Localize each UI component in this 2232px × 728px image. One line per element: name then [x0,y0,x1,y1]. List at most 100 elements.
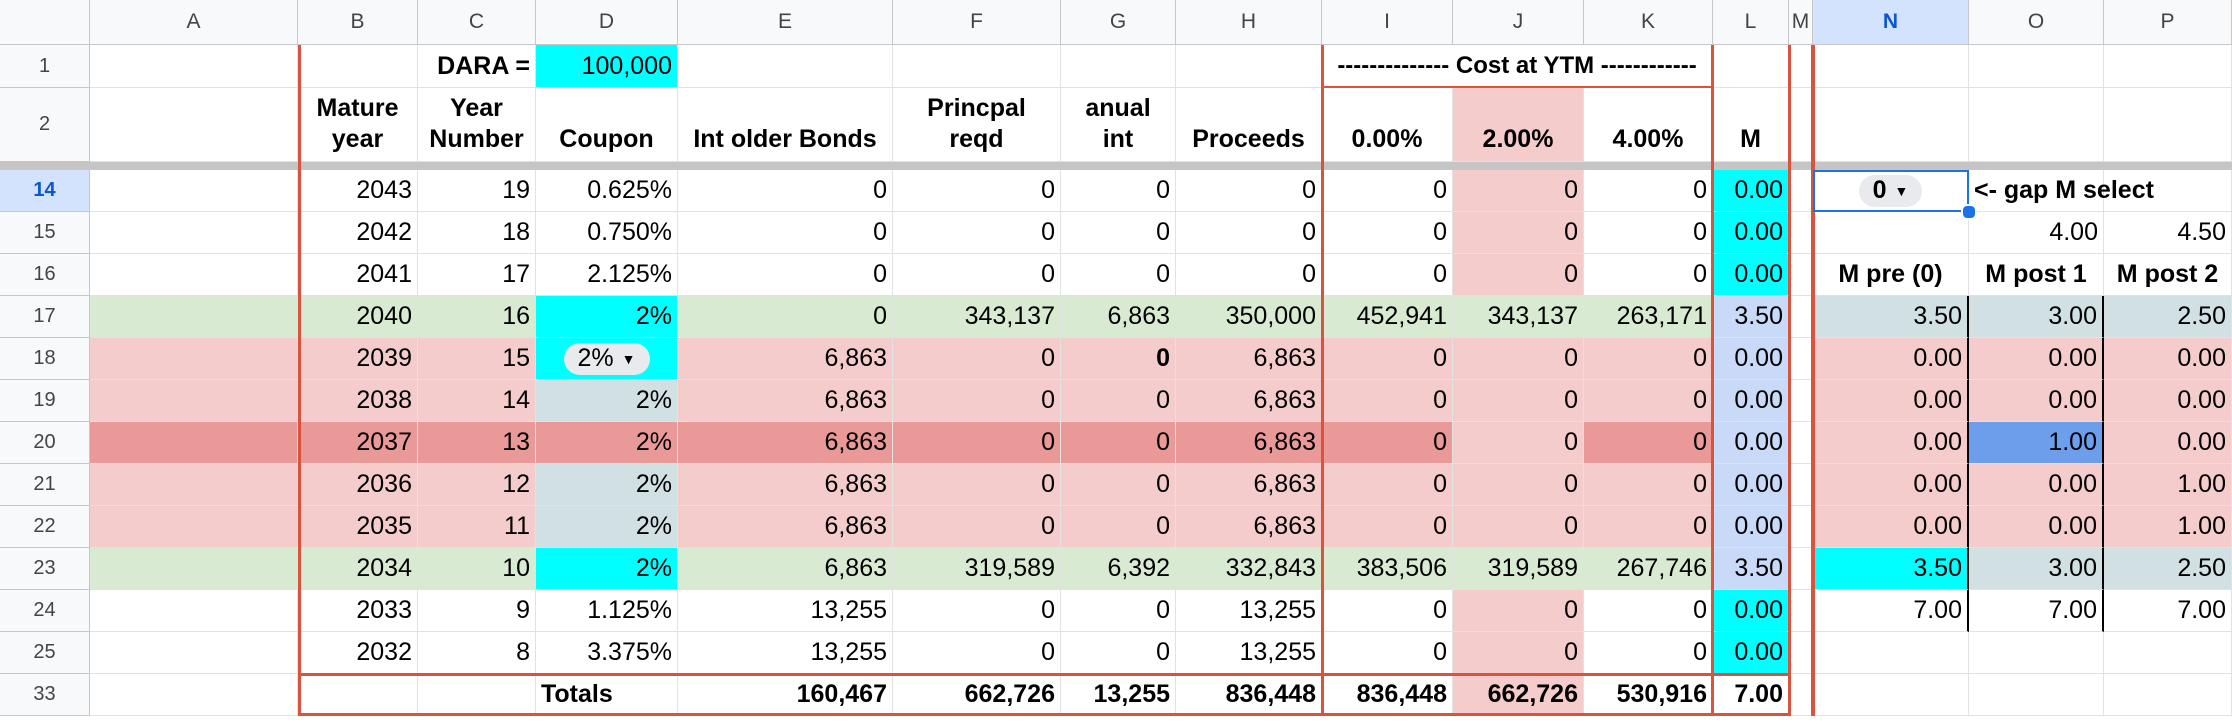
cell-h20[interactable]: 6,863 [1176,422,1322,464]
select-all-corner[interactable] [0,0,90,45]
cell-e15[interactable]: 0 [678,212,893,254]
cell-n33[interactable] [1813,674,1969,716]
cell-c18[interactable]: 15 [418,338,536,380]
cell-d23[interactable]: 2% [536,548,678,590]
row-header-14[interactable]: 14 [0,170,90,212]
cell-n15[interactable] [1813,212,1969,254]
cell-g2[interactable]: anual int [1061,88,1176,162]
cell-g1[interactable] [1061,45,1176,88]
cell-f15[interactable]: 0 [893,212,1061,254]
cell-d2[interactable]: Coupon [536,88,678,162]
frozen-rows-divider[interactable] [0,162,2232,170]
cell-n22[interactable]: 0.00 [1813,506,1969,548]
cell-g18[interactable]: 0 [1061,338,1176,380]
cell-o20[interactable]: 1.00 [1969,422,2104,464]
cell-c23[interactable]: 10 [418,548,536,590]
cell-h24[interactable]: 13,255 [1176,590,1322,632]
cell-k2[interactable]: 4.00% [1584,88,1713,162]
cell-c25[interactable]: 8 [418,632,536,674]
cell-c20[interactable]: 13 [418,422,536,464]
cell-i19[interactable]: 0 [1322,380,1453,422]
cell-o19[interactable]: 0.00 [1969,380,2104,422]
column-header-k[interactable]: K [1584,0,1713,45]
cell-l33[interactable]: 7.00 [1713,674,1789,716]
cell-e20[interactable]: 6,863 [678,422,893,464]
cell-f22[interactable]: 0 [893,506,1061,548]
cell-f1[interactable] [893,45,1061,88]
row-header-16[interactable]: 16 [0,254,90,296]
cell-a19[interactable] [90,380,298,422]
cell-f18[interactable]: 0 [893,338,1061,380]
cell-h19[interactable]: 6,863 [1176,380,1322,422]
column-header-o[interactable]: O [1969,0,2104,45]
cell-e1[interactable] [678,45,893,88]
cell-d22[interactable]: 2% [536,506,678,548]
cell-e23[interactable]: 6,863 [678,548,893,590]
cell-d24[interactable]: 1.125% [536,590,678,632]
column-header-n[interactable]: N [1813,0,1969,45]
cell-c19[interactable]: 14 [418,380,536,422]
cell-m1[interactable] [1789,45,1813,88]
cell-j2[interactable]: 2.00% [1453,88,1584,162]
cell-h17[interactable]: 350,000 [1176,296,1322,338]
column-header-d[interactable]: D [536,0,678,45]
cell-l15[interactable]: 0.00 [1713,212,1789,254]
cell-o25[interactable] [1969,632,2104,674]
fill-handle[interactable] [1961,204,1977,220]
cell-p1[interactable] [2104,45,2232,88]
cell-j14[interactable]: 0 [1453,170,1584,212]
column-header-h[interactable]: H [1176,0,1322,45]
cell-g15[interactable]: 0 [1061,212,1176,254]
row-header-1[interactable]: 1 [0,45,90,88]
cell-e17[interactable]: 0 [678,296,893,338]
cell-c15[interactable]: 18 [418,212,536,254]
cell-d18[interactable]: 2% ▼ [536,338,678,380]
cell-p25[interactable] [2104,632,2232,674]
cell-h25[interactable]: 13,255 [1176,632,1322,674]
cell-g16[interactable]: 0 [1061,254,1176,296]
cell-i15[interactable]: 0 [1322,212,1453,254]
cell-f14[interactable]: 0 [893,170,1061,212]
cell-o22[interactable]: 0.00 [1969,506,2104,548]
cell-c17[interactable]: 16 [418,296,536,338]
cell-e14[interactable]: 0 [678,170,893,212]
cell-l24[interactable]: 0.00 [1713,590,1789,632]
cell-i2[interactable]: 0.00% [1322,88,1453,162]
cell-a1[interactable] [90,45,298,88]
cell-f25[interactable]: 0 [893,632,1061,674]
cell-k14[interactable]: 0 [1584,170,1713,212]
cell-j18[interactable]: 0 [1453,338,1584,380]
cell-i33[interactable]: 836,448 [1322,674,1453,716]
cell-o2[interactable] [1969,88,2104,162]
gap-m-select-dropdown[interactable]: 0 ▼ [1858,174,1923,207]
cell-f17[interactable]: 343,137 [893,296,1061,338]
cell-n24[interactable]: 7.00 [1813,590,1969,632]
cell-l2[interactable]: M [1713,88,1789,162]
cell-b33[interactable] [298,674,418,716]
cell-b16[interactable]: 2041 [298,254,418,296]
cell-j25[interactable]: 0 [1453,632,1584,674]
cell-a14[interactable] [90,170,298,212]
cell-m33[interactable] [1789,674,1813,716]
cell-j17[interactable]: 343,137 [1453,296,1584,338]
cell-p20[interactable]: 0.00 [2104,422,2232,464]
cell-o21[interactable]: 0.00 [1969,464,2104,506]
row-header-21[interactable]: 21 [0,464,90,506]
cell-e16[interactable]: 0 [678,254,893,296]
column-header-c[interactable]: C [418,0,536,45]
cell-p24[interactable]: 7.00 [2104,590,2232,632]
cell-d14[interactable]: 0.625% [536,170,678,212]
cell-j22[interactable]: 0 [1453,506,1584,548]
cell-i23[interactable]: 383,506 [1322,548,1453,590]
column-header-m[interactable]: M [1789,0,1813,45]
cell-e33[interactable]: 160,467 [678,674,893,716]
cell-b17[interactable]: 2040 [298,296,418,338]
cell-k24[interactable]: 0 [1584,590,1713,632]
cell-h33[interactable]: 836,448 [1176,674,1322,716]
cell-l17[interactable]: 3.50 [1713,296,1789,338]
cell-o15[interactable]: 4.00 [1969,212,2104,254]
cell-e22[interactable]: 6,863 [678,506,893,548]
cell-n14[interactable]: 0 ▼ [1813,170,1969,212]
cell-m23[interactable] [1789,548,1813,590]
cell-k16[interactable]: 0 [1584,254,1713,296]
